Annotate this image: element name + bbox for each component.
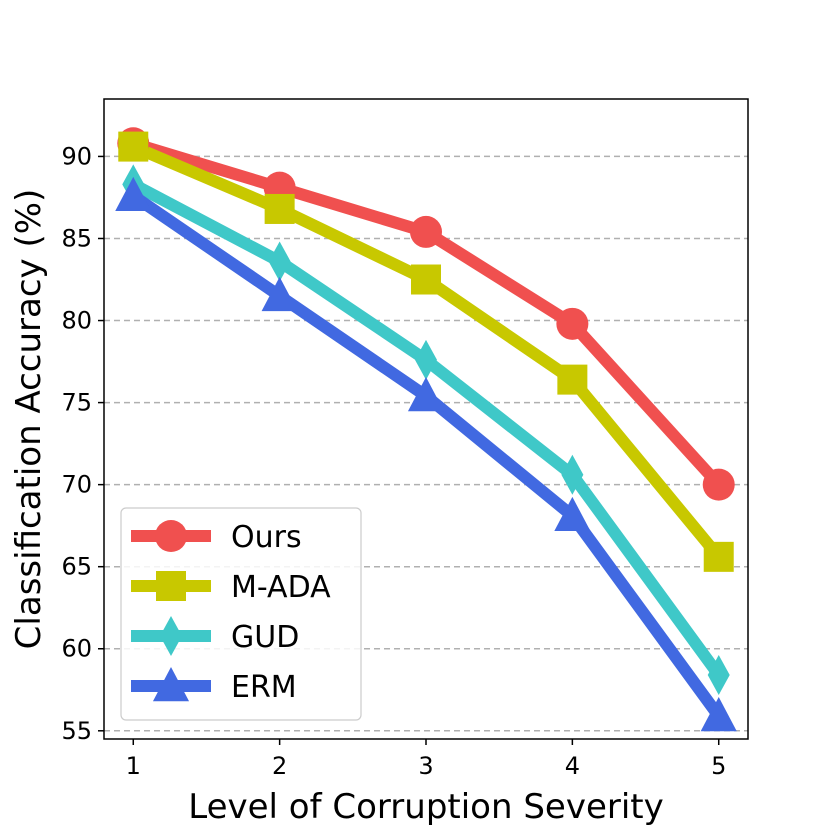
series-line-ours (131, 137, 724, 489)
data-point-gud (415, 339, 437, 380)
x-axis-ticks: 1 2 3 4 5 (126, 739, 726, 780)
y-tick-label: 75 (61, 389, 92, 417)
legend-label-ours: Ours (231, 520, 302, 555)
x-tick-label: 3 (418, 752, 433, 780)
y-tick-label: 65 (61, 553, 92, 581)
y-axis-ticks: 55 60 65 70 75 80 85 90 (61, 142, 104, 745)
data-point-gud (707, 655, 730, 695)
y-tick-label: 80 (61, 307, 92, 335)
y-tick-label: 90 (61, 142, 92, 170)
data-point-erm (261, 276, 298, 312)
data-point-erm (554, 496, 591, 532)
x-tick-label: 5 (711, 752, 726, 780)
data-point-m-ada (557, 364, 588, 395)
x-tick-label: 4 (565, 752, 580, 780)
y-tick-label: 60 (61, 635, 92, 663)
x-tick-label: 1 (126, 752, 141, 780)
legend-box (120, 507, 362, 721)
legend-marker-m-ada (156, 571, 186, 601)
series-markers (115, 127, 737, 732)
x-tick-label: 2 (272, 752, 287, 780)
data-point-erm (700, 697, 737, 732)
data-point-ours (410, 215, 442, 248)
y-tick-label: 70 (61, 471, 92, 499)
legend-marker-ours (155, 520, 187, 552)
data-point-ours (702, 468, 735, 501)
x-axis-label: Level of Corruption Severity (188, 787, 664, 827)
y-tick-label: 85 (61, 224, 92, 252)
y-tick-label: 55 (61, 717, 92, 745)
legend-label-gud: GUD (231, 620, 299, 655)
legend-marker-gud (160, 616, 182, 656)
data-point-m-ada (703, 541, 734, 572)
legend-marker-erm (152, 667, 190, 702)
legend-label-m-ada: M-ADA (231, 570, 331, 605)
data-point-gud (561, 454, 584, 495)
data-point-erm (407, 377, 445, 412)
legend-label-erm: ERM (231, 670, 297, 705)
legend: Ours M-ADA GUD ERM (120, 507, 362, 721)
data-point-erm (115, 176, 152, 212)
data-point-gud (268, 241, 291, 282)
data-point-m-ada (264, 193, 295, 224)
data-point-m-ada (411, 264, 441, 295)
y-axis-label: Classification Accuracy (%) (9, 189, 49, 650)
data-point-ours (556, 307, 589, 340)
data-point-m-ada (118, 131, 149, 162)
